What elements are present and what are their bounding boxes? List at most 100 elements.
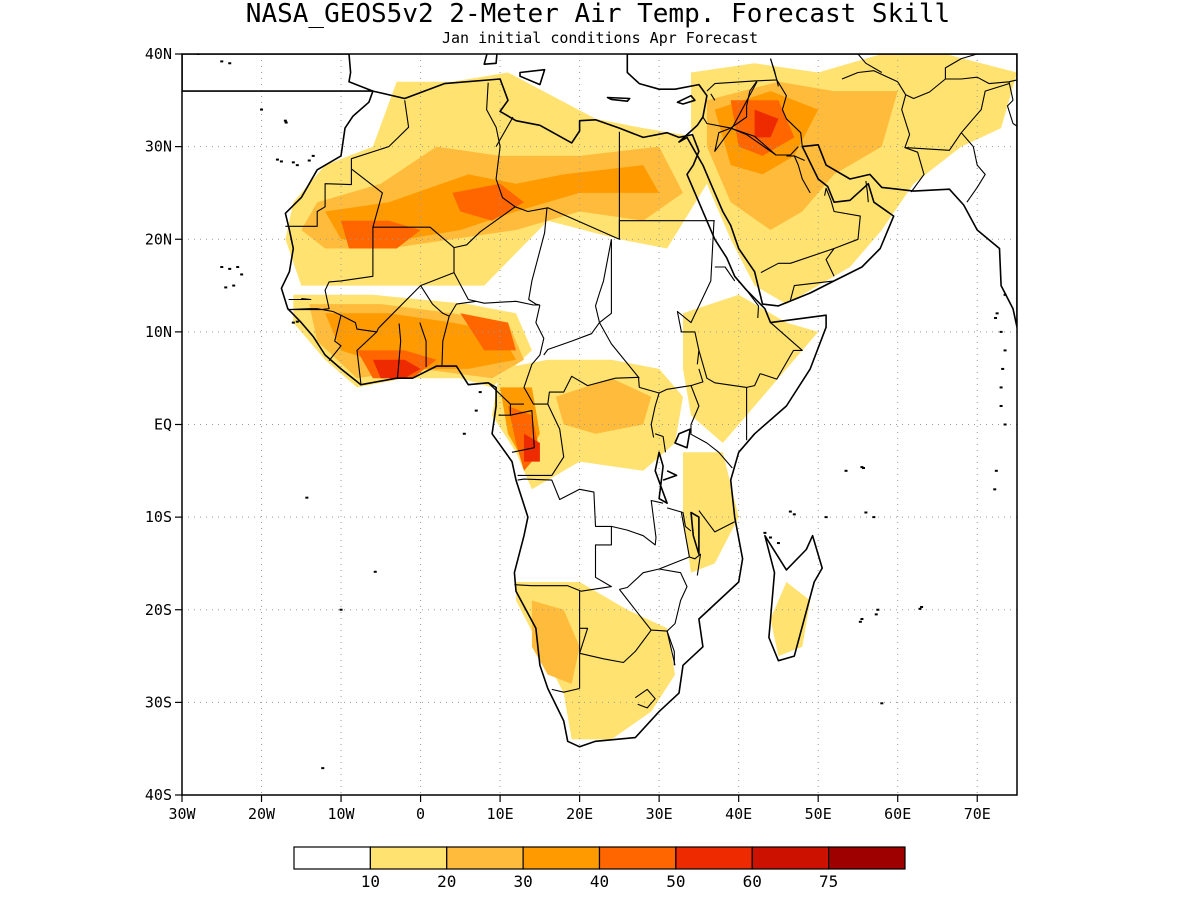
island-mark: [864, 511, 868, 514]
country-border: [487, 382, 511, 416]
country-border: [760, 247, 835, 274]
country-border: [841, 70, 925, 193]
coastline: [676, 94, 696, 105]
country-border: [865, 180, 869, 203]
colorbar: 10 20 30 40 50 60 75: [293, 846, 906, 891]
island-mark: [776, 542, 780, 545]
country-border: [690, 385, 700, 434]
country-border: [514, 478, 612, 592]
figure-title: NASA_GEOS5v2 2-Meter Air Temp. Forecast …: [246, 0, 950, 29]
island-mark: [373, 570, 377, 573]
country-border: [396, 323, 402, 379]
coastline: [606, 96, 631, 102]
country-border: [453, 82, 516, 249]
island-mark: [295, 164, 299, 167]
country-border: [619, 512, 690, 590]
country-border: [698, 510, 735, 533]
lat-tick-label: 10S: [145, 508, 172, 526]
lat-tick-label: 40S: [145, 786, 172, 804]
country-border: [759, 322, 803, 380]
country-border: [639, 368, 704, 394]
country-border: [769, 58, 779, 87]
island-mark: [240, 273, 244, 276]
island-mark: [788, 510, 792, 513]
country-border: [960, 132, 986, 203]
island-mark: [874, 613, 878, 616]
colorbar-swatch: [828, 846, 906, 870]
country-border: [356, 331, 378, 384]
country-border: [689, 553, 702, 576]
country-border: [905, 76, 1017, 100]
country-border: [285, 168, 352, 227]
coastline: [674, 428, 692, 449]
island-mark: [994, 469, 998, 472]
country-border: [659, 568, 688, 632]
island-mark: [860, 466, 864, 469]
country-border: [676, 220, 715, 365]
lon-tick-label: 70E: [964, 805, 991, 823]
island-mark: [860, 618, 864, 621]
island-mark: [999, 330, 1003, 333]
colorbar-swatch: [369, 846, 448, 870]
skill-region-level-2: [531, 600, 580, 684]
country-border: [579, 629, 652, 664]
island-mark: [295, 320, 299, 323]
island-mark: [305, 496, 309, 499]
lon-tick-label: 0: [416, 805, 425, 823]
island-mark: [291, 161, 295, 164]
colorbar-label: 50: [666, 872, 685, 891]
island-mark: [993, 488, 997, 491]
coastline: [690, 511, 700, 556]
island-mark: [307, 159, 311, 162]
colorbar-label: 75: [819, 872, 838, 891]
skill-region-level-1: [770, 582, 811, 657]
island-mark: [321, 767, 325, 770]
country-border: [579, 627, 589, 654]
island-mark: [224, 286, 228, 289]
country-border: [634, 688, 656, 709]
colorbar-label: 60: [743, 872, 762, 891]
island-mark: [228, 267, 232, 270]
skill-region-level-5: [372, 359, 421, 379]
island-mark: [880, 702, 884, 705]
island-mark: [792, 513, 796, 516]
country-border: [714, 266, 736, 282]
colorbar-swatch: [598, 846, 677, 870]
figure-subtitle: Jan initial conditions Apr Forecast: [442, 29, 758, 47]
colorbar-swatch: [293, 846, 371, 870]
country-border: [904, 83, 1010, 151]
lat-tick-label: 20N: [145, 230, 172, 248]
country-border: [495, 116, 514, 147]
country-border: [666, 507, 692, 532]
country-border: [288, 297, 312, 301]
island-mark: [1001, 367, 1005, 370]
lat-tick-label: 40N: [145, 45, 172, 63]
country-border: [944, 54, 978, 79]
lon-tick-label: 10W: [328, 805, 356, 823]
island-mark: [918, 607, 922, 610]
coastline: [662, 470, 678, 481]
island-mark: [220, 266, 224, 269]
country-border: [611, 499, 664, 546]
map-area: [181, 53, 1018, 796]
island-mark: [236, 266, 240, 269]
country-border: [420, 285, 450, 317]
lon-tick-label: 30E: [646, 805, 673, 823]
coastline: [654, 451, 668, 505]
island-mark: [291, 321, 295, 324]
country-border: [510, 410, 535, 453]
coastline: [280, 78, 827, 748]
colorbar-swatch: [446, 846, 524, 870]
country-border: [287, 168, 383, 311]
island-mark: [311, 154, 315, 157]
skill-region-level-2: [555, 378, 652, 434]
island-mark: [1003, 423, 1007, 426]
country-border: [332, 226, 455, 333]
lon-tick-label: 20W: [248, 805, 276, 823]
island-mark: [768, 536, 772, 539]
country-border: [825, 200, 861, 277]
country-border: [824, 187, 832, 201]
country-border: [350, 100, 410, 169]
